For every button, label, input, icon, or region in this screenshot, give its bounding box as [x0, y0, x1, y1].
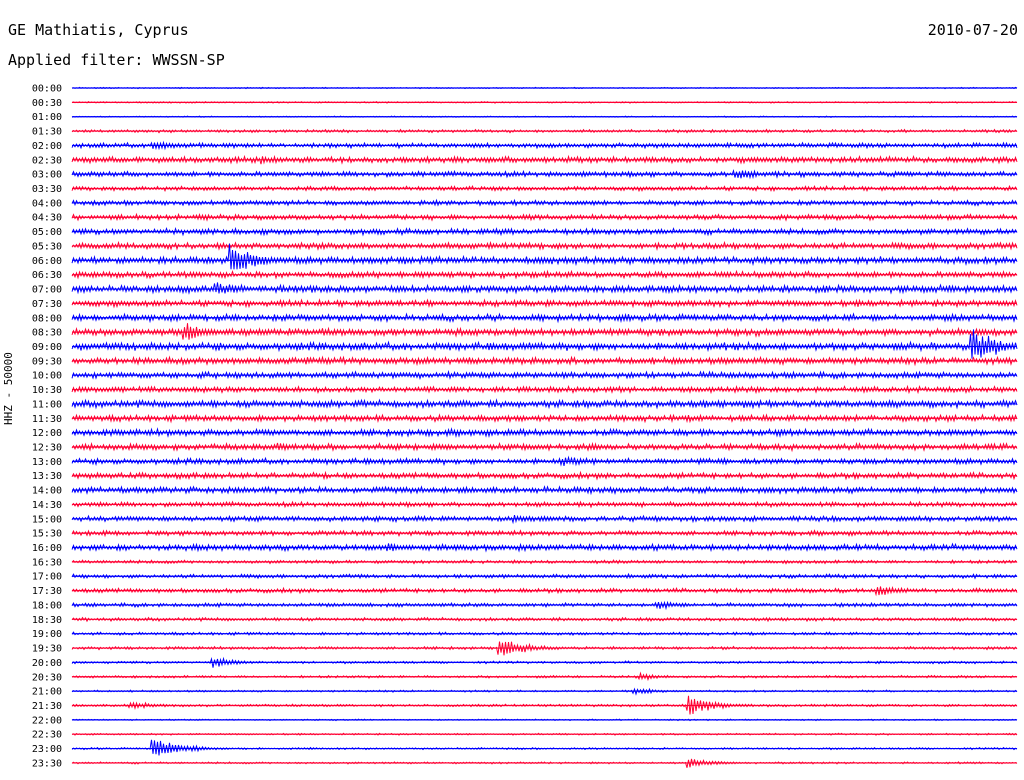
seismic-trace	[71, 243, 1018, 270]
date-label: 2010-07-20	[927, 21, 1018, 39]
seismic-trace	[71, 631, 1018, 637]
trace-time-label: 23:30	[32, 758, 62, 769]
seismic-trace	[71, 600, 1018, 611]
trace-time-label: 05:00	[32, 227, 62, 238]
trace-time-label: 18:30	[32, 615, 62, 626]
seismic-trace	[71, 641, 1018, 656]
seismic-trace	[71, 514, 1018, 525]
trace-time-label: 05:30	[32, 241, 62, 252]
seismic-trace	[71, 212, 1018, 222]
trace-time-label: 20:30	[32, 672, 62, 683]
seismic-trace	[71, 168, 1018, 180]
seismic-trace	[71, 542, 1018, 553]
seismic-trace	[71, 140, 1018, 151]
trace-time-label: 13:30	[32, 471, 62, 482]
seismic-trace	[71, 369, 1018, 381]
trace-time-label: 17:00	[32, 572, 62, 583]
seismic-trace	[71, 500, 1018, 509]
seismic-trace	[71, 323, 1018, 340]
trace-time-label: 19:30	[32, 644, 62, 655]
seismic-trace	[71, 739, 1018, 756]
seismic-trace	[71, 154, 1018, 165]
trace-time-label: 11:30	[32, 414, 62, 425]
seismic-trace	[71, 616, 1018, 623]
station-title: GE Mathiatis, Cyprus	[8, 21, 189, 39]
trace-time-label: 14:30	[32, 500, 62, 511]
trace-time-label: 09:00	[32, 342, 62, 353]
trace-time-label: 15:30	[32, 529, 62, 540]
trace-time-label: 10:30	[32, 385, 62, 396]
seismic-trace	[71, 586, 1018, 597]
trace-time-label: 06:00	[32, 256, 62, 267]
trace-time-label: 10:00	[32, 371, 62, 382]
seismic-trace	[71, 398, 1018, 410]
seismic-trace	[71, 529, 1018, 538]
trace-time-label: 00:00	[32, 84, 62, 95]
trace-time-label: 12:00	[32, 428, 62, 439]
seismic-trace	[71, 656, 1018, 668]
trace-time-label: 04:00	[32, 198, 62, 209]
trace-time-label: 06:30	[32, 270, 62, 281]
trace-time-label: 19:00	[32, 629, 62, 640]
trace-time-label: 04:30	[32, 213, 62, 224]
trace-time-label: 16:00	[32, 543, 62, 554]
trace-time-label: 02:30	[32, 155, 62, 166]
trace-time-label: 08:30	[32, 328, 62, 339]
trace-time-label: 02:00	[32, 141, 62, 152]
seismic-trace	[71, 226, 1018, 237]
trace-time-label: 22:00	[32, 715, 62, 726]
trace-time-label: 03:00	[32, 170, 62, 181]
trace-time-label: 01:00	[32, 112, 62, 123]
trace-time-label: 22:30	[32, 730, 62, 741]
trace-time-label: 09:30	[32, 356, 62, 367]
trace-time-label: 07:30	[32, 299, 62, 310]
seismic-trace	[71, 312, 1018, 324]
trace-time-label: 08:00	[32, 313, 62, 324]
seismic-trace	[71, 427, 1018, 439]
seismic-trace	[71, 384, 1018, 395]
trace-time-label: 16:30	[32, 557, 62, 568]
trace-time-label: 21:30	[32, 701, 62, 712]
trace-time-label: 21:00	[32, 687, 62, 698]
seismic-trace	[71, 269, 1018, 280]
trace-time-label: 01:30	[32, 127, 62, 138]
filter-label: Applied filter: WWSSN-SP	[8, 51, 225, 69]
seismic-trace	[71, 455, 1018, 467]
seismic-trace	[71, 485, 1018, 496]
seismic-trace	[71, 282, 1018, 295]
seismic-trace	[71, 198, 1018, 207]
trace-time-label: 11:00	[32, 399, 62, 410]
trace-time-label: 18:00	[32, 600, 62, 611]
trace-time-label: 12:30	[32, 443, 62, 454]
trace-time-label: 20:00	[32, 658, 62, 669]
seismic-trace	[71, 355, 1018, 367]
seismic-trace	[71, 470, 1018, 481]
trace-time-label: 23:00	[32, 744, 62, 755]
trace-time-label: 14:00	[32, 486, 62, 497]
seismic-trace	[71, 413, 1018, 424]
trace-time-label: 00:30	[32, 98, 62, 109]
seismic-trace	[71, 298, 1018, 309]
seismic-trace	[71, 184, 1018, 193]
trace-time-label: 17:30	[32, 586, 62, 597]
trace-time-label: 13:00	[32, 457, 62, 468]
seismic-trace	[71, 329, 1018, 359]
trace-time-label: 03:30	[32, 184, 62, 195]
seismic-trace	[71, 572, 1018, 580]
trace-time-label: 07:00	[32, 285, 62, 296]
seismic-trace	[71, 441, 1018, 453]
trace-time-label: 15:00	[32, 514, 62, 525]
